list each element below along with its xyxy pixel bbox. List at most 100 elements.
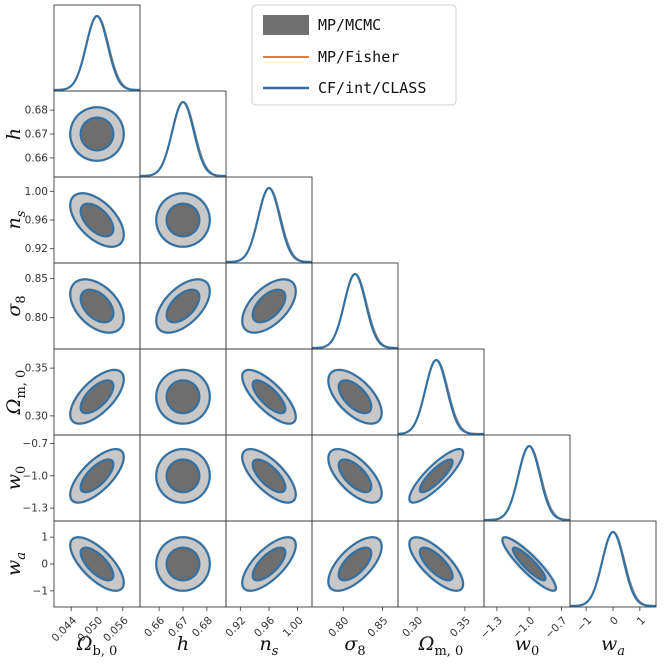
marginal-fisher-sigma_8: [312, 273, 398, 349]
panel-sigma_8-sigma_8: [312, 272, 398, 349]
legend-label-class: CF/int/CLASS: [318, 79, 426, 97]
panel-h-n_s: [154, 191, 212, 249]
contour-class-1sigma: [251, 288, 287, 324]
xtick-label-sigma_8: 0.85: [365, 615, 390, 640]
panel-frame: [53, 4, 141, 92]
contour-class-2sigma: [327, 368, 383, 425]
contour-class-1sigma: [79, 202, 115, 238]
ylabel-Omega_m0: Ωm, 0: [3, 370, 29, 416]
legend: MP/MCMC MP/Fisher CF/int/CLASS: [251, 4, 457, 106]
contour-class-1sigma: [165, 379, 201, 415]
xtick-label-w_a: 0: [608, 615, 621, 628]
xtick-label-h: 0.68: [190, 615, 215, 640]
marginal-fisher-w_0: [484, 445, 570, 521]
panel-n_s-w_0: [240, 447, 298, 504]
xtick-label-h: 0.66: [142, 614, 167, 639]
ytick-label-w_a: 0: [41, 559, 48, 571]
xtick-label-w_0: −1.3: [478, 615, 505, 642]
legend-label-fisher: MP/Fisher: [318, 48, 399, 66]
ytick-label-w_a: 1: [41, 532, 48, 544]
contour-class-1sigma: [165, 288, 201, 324]
contour-class-2sigma: [241, 368, 297, 425]
marginal-class-h: [140, 100, 226, 177]
xlabel-n_s: ns: [260, 633, 279, 659]
xlabel-sigma_8: σ8: [344, 633, 365, 659]
contour-class-1sigma: [251, 546, 287, 582]
marginal-fisher-n_s: [226, 187, 312, 263]
panel-n_s-sigma_8: [240, 278, 298, 334]
contour-class-2sigma: [69, 278, 125, 334]
panel-Omega_b0-Omega_b0: [54, 14, 140, 91]
panel-frame: [311, 262, 399, 350]
contour-class-2sigma: [155, 278, 211, 334]
contour-class-1sigma: [165, 458, 201, 494]
marginal-mcmc-Omega_b0: [54, 15, 140, 91]
xlabel-Omega_b0: Ωb, 0: [76, 633, 118, 659]
marginal-mcmc-Omega_m0: [398, 359, 484, 435]
contour-class-2sigma: [69, 447, 125, 504]
contour-class-2sigma: [241, 278, 297, 334]
xtick-label-w_0: −0.7: [543, 615, 570, 642]
ytick-label-h: 0.66: [25, 152, 49, 164]
contour-class-2sigma: [241, 447, 297, 504]
panel-Omega_b0-w_0: [68, 447, 126, 504]
marginal-mcmc-h: [140, 101, 226, 177]
ytick-label-sigma_8: 0.85: [25, 273, 48, 285]
panel-Omega_b0-Omega_m0: [68, 368, 126, 425]
xtick-label-n_s: 1.00: [281, 615, 306, 640]
contour-class-1sigma: [251, 458, 287, 494]
contour-class-2sigma: [327, 447, 383, 504]
marginal-class-w_0: [484, 444, 570, 521]
marginal-class-Omega_m0: [398, 358, 484, 435]
marginal-fisher-Omega_b0: [54, 15, 140, 91]
panel-h-Omega_m0: [154, 368, 212, 425]
ytick-label-w_0: −1.3: [23, 503, 49, 515]
contour-class-1sigma: [418, 458, 454, 494]
panel-frame: [225, 176, 313, 264]
xtick-label-Omega_b0: 0.044: [50, 614, 80, 644]
contour-class-2sigma: [155, 447, 211, 504]
contour-class-1sigma: [165, 546, 201, 582]
contour-class-2sigma: [501, 536, 558, 592]
ytick-label-sigma_8: 0.80: [25, 312, 48, 324]
contour-class-2sigma: [69, 368, 125, 425]
contour-class-1sigma: [511, 546, 547, 582]
xlabel-Omega_m0: Ωm, 0: [418, 633, 464, 659]
contour-class-2sigma: [408, 536, 465, 592]
contour-class-2sigma: [69, 192, 125, 248]
ytick-label-n_s: 0.92: [25, 243, 48, 255]
contour-class-1sigma: [165, 202, 201, 238]
contour-class-1sigma: [251, 379, 287, 415]
xlabel-w_a: wa: [601, 633, 625, 659]
marginal-class-n_s: [226, 186, 312, 263]
panel-Omega_b0-h: [68, 105, 126, 163]
panel-h-sigma_8: [154, 278, 212, 334]
panel-frame: [569, 520, 657, 608]
contour-class-2sigma: [69, 106, 125, 162]
panel-h-w_a: [154, 535, 212, 593]
marginal-class-Omega_b0: [54, 14, 140, 91]
panel-h-w_0: [154, 447, 212, 504]
panel-sigma_8-w_a: [327, 535, 383, 593]
panel-w_0-w_0: [484, 444, 570, 521]
contour-class-1sigma: [79, 379, 115, 415]
xtick-label-Omega_b0: 0.056: [101, 614, 131, 644]
ytick-label-n_s: 0.96: [25, 215, 49, 227]
panel-Omega_b0-w_a: [68, 535, 126, 593]
panel-Omega_m0-Omega_m0: [398, 358, 484, 435]
panel-n_s-n_s: [226, 186, 312, 263]
contour-class-1sigma: [79, 546, 115, 582]
contour-class-1sigma: [337, 546, 373, 582]
xtick-label-Omega_m0: 0.35: [448, 615, 473, 640]
panel-Omega_b0-n_s: [68, 191, 126, 249]
contour-class-2sigma: [327, 536, 383, 592]
panel-w_a-w_a: [570, 530, 656, 607]
marginal-fisher-Omega_m0: [398, 359, 484, 435]
ytick-label-w_0: −1.0: [23, 470, 49, 482]
panel-w_0-w_a: [501, 535, 558, 593]
contour-class-2sigma: [408, 447, 465, 504]
panel-n_s-w_a: [240, 535, 298, 593]
ylabel-w_0: w0: [3, 466, 29, 491]
contour-class-1sigma: [337, 458, 373, 494]
